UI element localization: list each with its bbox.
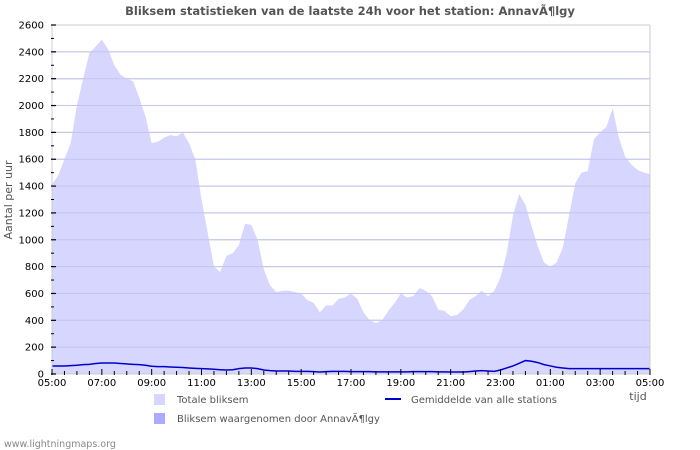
legend: Totale bliksem Bliksem waargenomen door …	[154, 394, 557, 425]
y-axis-ticks: 0 200 400 600 800 1000 1200 1400 1600 1800 2000 220…	[19, 21, 56, 381]
x-tick-label: 21:00	[436, 378, 465, 389]
legend-label-station: Bliksem waargenomen door AnnavÃ¶lgy	[177, 412, 380, 425]
x-tick-label: 11:00	[187, 378, 216, 389]
x-axis-ticks: 05:00 07:00 09:00 11:00 13:00 15:00 17:00 19:00…	[38, 369, 665, 389]
y-tick-label: 2400	[19, 47, 44, 58]
y-tick-label: 2600	[19, 21, 44, 32]
x-tick-label: 15:00	[287, 378, 316, 389]
legend-swatch-station	[154, 413, 165, 424]
x-tick-label: 23:00	[486, 378, 515, 389]
y-tick-label: 2000	[19, 101, 44, 112]
y-tick-label: 0	[38, 370, 44, 381]
x-tick-label: 17:00	[337, 378, 366, 389]
legend-label-average: Gemiddelde van alle stations	[411, 395, 557, 406]
x-tick-label: 13:00	[237, 378, 266, 389]
total-lightning-area	[52, 39, 650, 375]
x-tick-label: 01:00	[536, 378, 565, 389]
x-axis-title: tijd	[629, 390, 646, 403]
footer-link[interactable]: www.lightningmaps.org	[4, 439, 116, 450]
x-tick-label: 05:00	[38, 378, 67, 389]
x-tick-label: 05:00	[636, 378, 665, 389]
x-tick-label: 19:00	[386, 378, 415, 389]
x-tick-label: 07:00	[87, 378, 116, 389]
y-tick-label: 800	[25, 262, 44, 273]
x-tick-label: 09:00	[137, 378, 166, 389]
chart-title: Bliksem statistieken van de laatste 24h …	[125, 3, 575, 18]
y-tick-label: 1600	[19, 155, 44, 166]
y-tick-label: 1000	[19, 235, 44, 246]
y-axis-title: Aantal per uur	[2, 160, 15, 240]
y-tick-label: 200	[25, 343, 44, 354]
y-tick-label: 600	[25, 289, 44, 300]
x-tick-label: 03:00	[586, 378, 615, 389]
y-tick-label: 400	[25, 316, 44, 327]
y-tick-label: 1200	[19, 208, 44, 219]
y-tick-label: 1400	[19, 182, 44, 193]
data-areas	[52, 24, 650, 375]
y-tick-label: 1800	[19, 128, 44, 139]
legend-swatch-total	[154, 394, 165, 405]
legend-label-total: Totale bliksem	[176, 395, 248, 406]
y-tick-label: 2200	[19, 74, 44, 85]
